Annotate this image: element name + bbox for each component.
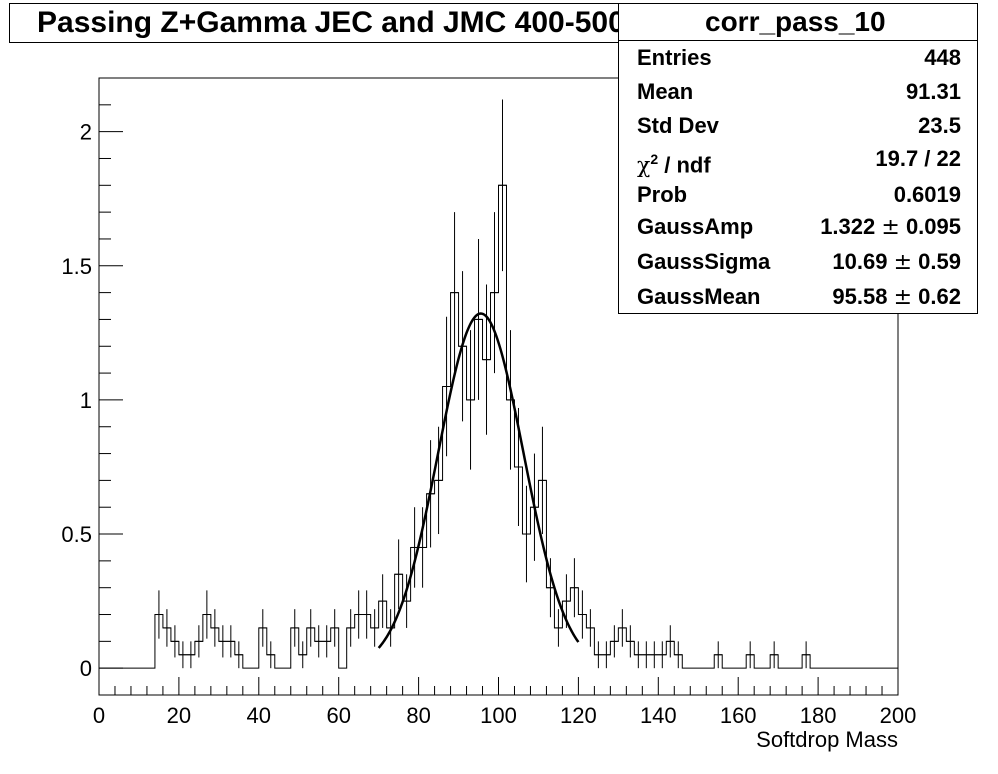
x-tick-label: 40: [247, 703, 271, 728]
x-tick-label: 0: [93, 703, 105, 728]
x-tick-label: 60: [326, 703, 350, 728]
y-tick-label: 0.5: [61, 522, 92, 547]
chart-title: Passing Z+Gamma JEC and JMC 400-500: [9, 3, 706, 43]
chi-power: 2: [650, 151, 659, 167]
y-tick-label: 0: [80, 656, 92, 681]
x-tick-label: 80: [406, 703, 430, 728]
y-tick-label: 1.5: [61, 254, 92, 279]
x-tick-label: 120: [560, 703, 597, 728]
x-axis-title: Softdrop Mass: [756, 727, 898, 752]
stats-row-stddev: Std Dev 23.5: [637, 113, 961, 138]
x-tick-label: 180: [800, 703, 837, 728]
stats-box: corr_pass_10 Entries 448 Mean 91.31 Std …: [618, 3, 978, 314]
gaussian-fit-curve: [377, 312, 580, 649]
stats-histogram-name: corr_pass_10: [619, 4, 977, 41]
x-tick-label: 100: [480, 703, 517, 728]
x-tick-label: 20: [167, 703, 191, 728]
stats-row-gaussamp: GaussAmp 1.322 ± 0.095: [637, 214, 961, 240]
stats-row-mean: Mean 91.31: [637, 79, 961, 104]
stats-row-gausssigma: GaussSigma 10.69 ± 0.59: [637, 249, 961, 275]
stats-row-prob: Prob 0.6019: [637, 182, 961, 207]
x-tick-label: 140: [640, 703, 677, 728]
chi-symbol: χ: [637, 153, 651, 179]
y-tick-label: 1: [80, 388, 92, 413]
stats-row-gaussmean: GaussMean 95.58 ± 0.62: [637, 284, 961, 310]
y-tick-label: 2: [80, 120, 92, 145]
x-tick-label: 160: [720, 703, 757, 728]
stats-row-chi2: χ2 / ndf 19.7 / 22: [637, 146, 961, 179]
x-tick-label: 200: [880, 703, 917, 728]
stats-row-entries: Entries 448: [637, 45, 961, 70]
